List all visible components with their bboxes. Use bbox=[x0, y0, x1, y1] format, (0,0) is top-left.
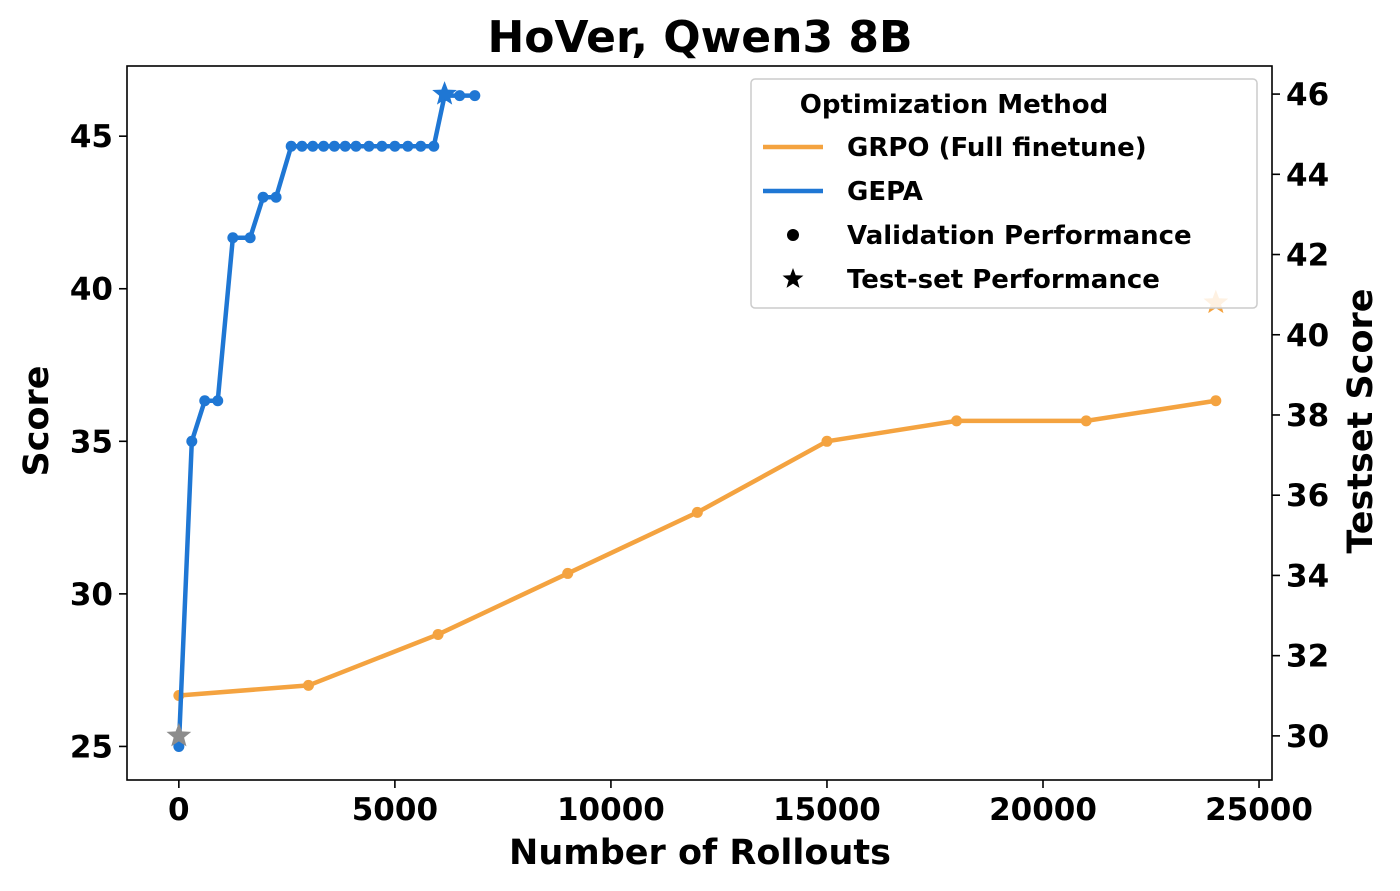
validation-point bbox=[432, 628, 444, 640]
legend-swatch-dot bbox=[787, 229, 799, 241]
y2-tick-label: 44 bbox=[1286, 157, 1329, 193]
validation-point bbox=[376, 140, 388, 152]
validation-point bbox=[186, 435, 198, 447]
validation-point bbox=[199, 395, 211, 407]
legend: Optimization Method GRPO (Full finetune) G… bbox=[750, 78, 1258, 309]
validation-point bbox=[951, 415, 963, 427]
validation-point bbox=[1210, 395, 1222, 407]
legend-box bbox=[750, 78, 1258, 309]
test-set-star bbox=[432, 81, 457, 105]
x-tick-label: 20000 bbox=[989, 792, 1097, 828]
y2-tick-label: 38 bbox=[1286, 398, 1329, 434]
validation-point bbox=[173, 740, 185, 752]
validation-point bbox=[296, 140, 308, 152]
legend-entry-label: GEPA bbox=[847, 177, 923, 207]
y-axis-label: Score bbox=[17, 366, 57, 477]
axes-frame bbox=[126, 65, 1273, 781]
validation-point bbox=[285, 140, 297, 152]
legend-entry-label: Test-set Performance bbox=[847, 265, 1160, 295]
validation-point bbox=[307, 140, 319, 152]
y2-tick-label: 30 bbox=[1286, 719, 1329, 755]
validation-point bbox=[415, 140, 427, 152]
test-set-star bbox=[166, 722, 192, 747]
validation-point bbox=[328, 140, 340, 152]
validation-point bbox=[562, 567, 574, 579]
validation-point bbox=[270, 191, 282, 203]
y2-tick-label: 40 bbox=[1286, 318, 1329, 354]
legend-entry-label: Validation Performance bbox=[847, 221, 1192, 251]
y-tick-label: 25 bbox=[70, 729, 113, 765]
validation-point bbox=[389, 140, 401, 152]
validation-point bbox=[227, 232, 239, 244]
y2-tick-label: 36 bbox=[1286, 478, 1329, 514]
validation-point bbox=[339, 140, 351, 152]
y-tick-label: 35 bbox=[70, 424, 113, 460]
y-tick-label: 40 bbox=[70, 272, 113, 308]
x-tick-label: 0 bbox=[168, 792, 190, 828]
validation-point bbox=[1080, 415, 1092, 427]
validation-point bbox=[469, 90, 481, 102]
validation-point bbox=[212, 395, 224, 407]
validation-point bbox=[363, 140, 375, 152]
x-tick-label: 15000 bbox=[773, 792, 881, 828]
x-axis-label: Number of Rollouts bbox=[509, 833, 891, 873]
validation-point bbox=[454, 90, 466, 102]
y2-axis-label: Testset Score bbox=[1341, 288, 1381, 553]
validation-point bbox=[350, 140, 362, 152]
axes: 0 5000 10000 15000 20000 25000 25 30 35 40 45 30 32 3… bbox=[70, 65, 1329, 828]
x-tick-label: 25000 bbox=[1205, 792, 1313, 828]
validation-point bbox=[691, 506, 703, 518]
validation-point bbox=[428, 140, 440, 152]
x-tick-label: 10000 bbox=[557, 792, 665, 828]
y2-tick-label: 32 bbox=[1286, 639, 1329, 675]
legend-swatch-star bbox=[782, 268, 804, 288]
x-tick-label: 5000 bbox=[352, 792, 438, 828]
validation-point bbox=[257, 191, 269, 203]
legend-title: Optimization Method bbox=[800, 90, 1108, 120]
plot-area bbox=[166, 81, 1229, 752]
y-tick-label: 45 bbox=[70, 119, 113, 155]
y2-tick-label: 42 bbox=[1286, 238, 1329, 274]
validation-point bbox=[244, 232, 256, 244]
chart-title: HoVer, Qwen3 8B bbox=[487, 12, 912, 63]
validation-point bbox=[302, 679, 314, 691]
y2-tick-label: 34 bbox=[1286, 558, 1329, 594]
validation-point bbox=[402, 140, 414, 152]
legend-entry-label: GRPO (Full finetune) bbox=[847, 133, 1147, 163]
y2-tick-label: 46 bbox=[1286, 77, 1329, 113]
validation-point bbox=[318, 140, 330, 152]
y-tick-label: 30 bbox=[70, 577, 113, 613]
validation-point bbox=[821, 435, 833, 447]
